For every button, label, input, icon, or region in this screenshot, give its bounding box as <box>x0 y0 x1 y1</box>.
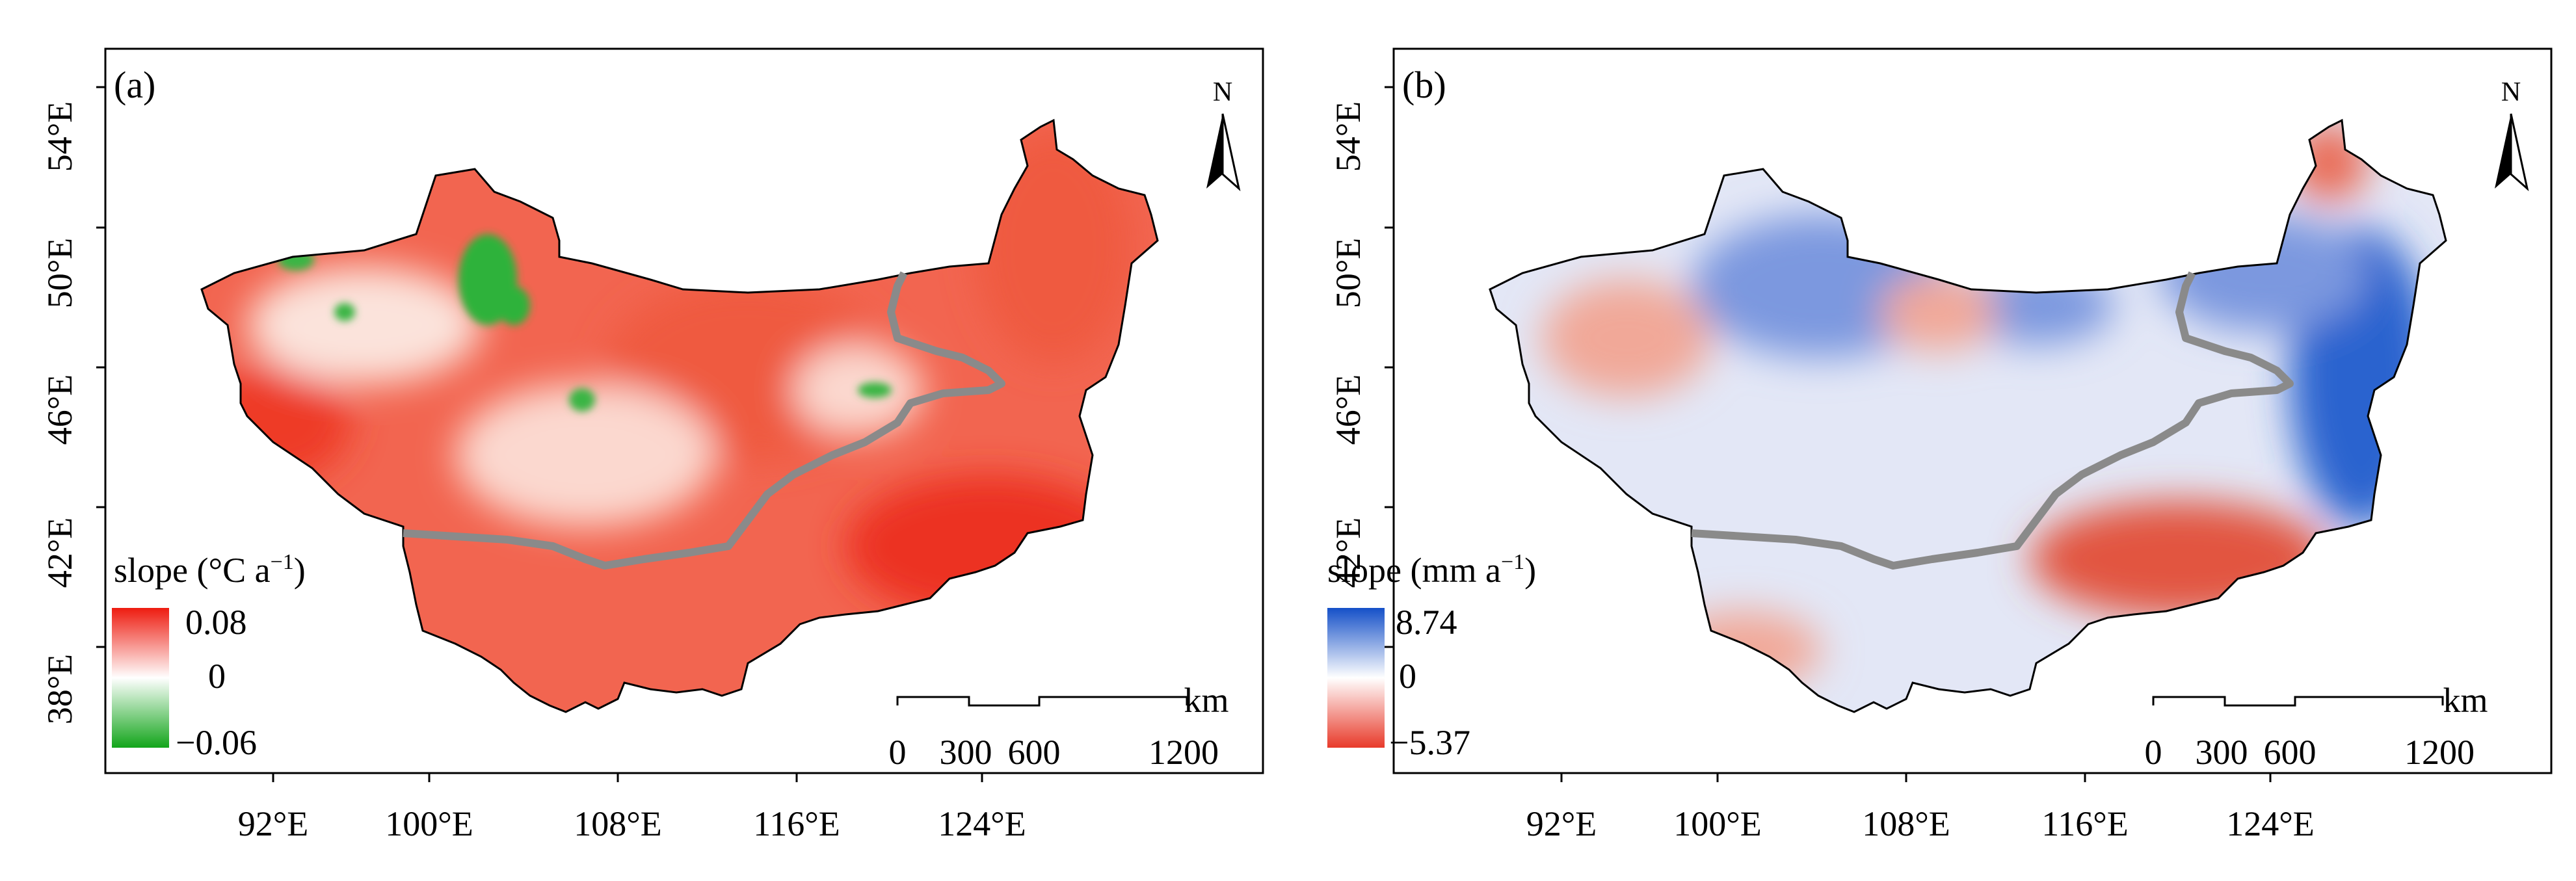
y-tick-label: 46°E <box>40 375 79 445</box>
x-tick-label: 92°E <box>1526 804 1597 843</box>
map-figure-a: 54°E 50°E 46°E 42°E 38°E 92°E 100°E 108°… <box>40 47 1264 843</box>
map-panel-b: 54°E 50°E 46°E 42°E 38°E 92°E 100°E 108°… <box>1288 0 2576 878</box>
x-tick-label: 116°E <box>2041 804 2129 843</box>
y-ticks-b <box>1385 86 1394 648</box>
legend-max-label: 0.08 <box>185 603 247 642</box>
national-border <box>403 271 1005 570</box>
scale-label: 0 <box>2145 733 2162 772</box>
legend-min-label: −0.06 <box>176 723 257 762</box>
scale-bar-b: km 0 300 600 1200 <box>2145 681 2488 772</box>
y-tick-label: 50°E <box>40 238 79 309</box>
warming-hotspot-northeast <box>976 130 1132 364</box>
x-ticks-b <box>1560 773 2272 782</box>
north-arrow: N <box>1206 77 1241 192</box>
legend-title: slope (°C a−1) <box>114 550 306 590</box>
north-arrow-light-half <box>2510 113 2529 192</box>
national-border <box>1691 271 2294 570</box>
north-arrow-dark-half <box>2495 114 2511 189</box>
legend-color-bar <box>112 608 169 748</box>
x-tick-label: 124°E <box>938 804 1026 843</box>
y-tick-label: 42°E <box>40 518 79 588</box>
north-arrow: N <box>2495 77 2529 192</box>
north-label: N <box>1213 77 1232 107</box>
y-tick-label: 42°E <box>1329 518 1368 588</box>
north-arrow-dark-half <box>1206 114 1223 189</box>
scale-unit: km <box>1184 681 1228 720</box>
scale-bar-line <box>2152 696 2444 707</box>
map-frame-a <box>104 47 1264 774</box>
map-figure-b: 54°E 50°E 46°E 42°E 38°E 92°E 100°E 108°… <box>1327 47 2553 843</box>
scale-label: 600 <box>1008 733 1061 772</box>
x-tick-label: 124°E <box>2226 804 2315 843</box>
scale-label: 1200 <box>2404 733 2475 772</box>
north-label: N <box>2501 77 2521 107</box>
y-ticks-a <box>96 86 105 648</box>
y-tick-label: 54°E <box>1329 101 1368 172</box>
north-arrow-light-half <box>1221 113 1241 192</box>
panel-label: (b) <box>1402 64 1446 106</box>
cooling-patch-center <box>569 388 595 412</box>
x-tick-label: 108°E <box>1862 804 1950 843</box>
scale-bar-line <box>896 696 1188 707</box>
x-tick-label: 92°E <box>238 804 309 843</box>
warming-hotspot-southwest <box>202 364 351 481</box>
x-tick-label: 116°E <box>753 804 840 843</box>
scale-label: 0 <box>889 733 907 772</box>
weak-warming-west <box>247 267 481 384</box>
legend-a: slope (°C a−1) 0.08 0 −0.06 <box>112 550 306 762</box>
region-map-a <box>202 120 1158 712</box>
legend-mid-label: 0 <box>208 657 226 696</box>
x-axis-labels-a: 92°E 100°E 108°E 116°E 124°E <box>238 804 1026 843</box>
y-tick-label: 54°E <box>40 101 79 172</box>
cooling-patch-west-2 <box>334 303 355 321</box>
warming-hotspot-southeast <box>845 475 1132 618</box>
region-outline <box>200 118 1159 713</box>
region-outline <box>1489 118 2447 713</box>
legend-max-label: 8.74 <box>1396 603 1457 642</box>
drying-zone-west <box>1542 280 1711 397</box>
y-tick-label: 50°E <box>1329 238 1368 309</box>
scale-unit: km <box>2443 681 2488 720</box>
legend-b: slope (mm a−1) 8.74 0 −5.37 <box>1327 550 1536 762</box>
x-tick-label: 108°E <box>574 804 662 843</box>
legend-mid-label: 0 <box>1399 657 1416 696</box>
cooling-patch-north-2 <box>498 286 530 325</box>
map-panel-a: 54°E 50°E 46°E 42°E 38°E 92°E 100°E 108°… <box>0 0 1288 878</box>
y-axis-labels-a: 54°E 50°E 46°E 42°E 38°E <box>40 101 79 725</box>
scale-label: 1200 <box>1149 733 1219 772</box>
y-tick-label: 46°E <box>1329 375 1368 445</box>
legend-min-label: −5.37 <box>1389 723 1470 762</box>
cooling-patch-east <box>858 382 892 398</box>
drying-zone-central <box>1880 273 1997 351</box>
region-map-b <box>1490 120 2446 712</box>
x-tick-label: 100°E <box>1673 804 1762 843</box>
legend-color-bar <box>1327 608 1385 748</box>
scale-bar-a: km 0 300 600 1200 <box>889 681 1229 772</box>
x-tick-label: 100°E <box>385 804 473 843</box>
panel-label: (a) <box>114 64 155 106</box>
scale-label: 600 <box>2264 733 2317 772</box>
drying-hotspot-southeast <box>2030 501 2329 618</box>
x-axis-labels-b: 92°E 100°E 108°E 116°E 124°E <box>1526 804 2315 843</box>
scale-label: 300 <box>940 733 992 772</box>
legend-title: slope (mm a−1) <box>1327 550 1536 590</box>
scale-label: 300 <box>2196 733 2248 772</box>
weak-warming-center <box>455 384 715 527</box>
y-tick-label: 38°E <box>40 654 79 725</box>
x-ticks-a <box>272 773 983 782</box>
map-frame-b <box>1392 47 2553 774</box>
